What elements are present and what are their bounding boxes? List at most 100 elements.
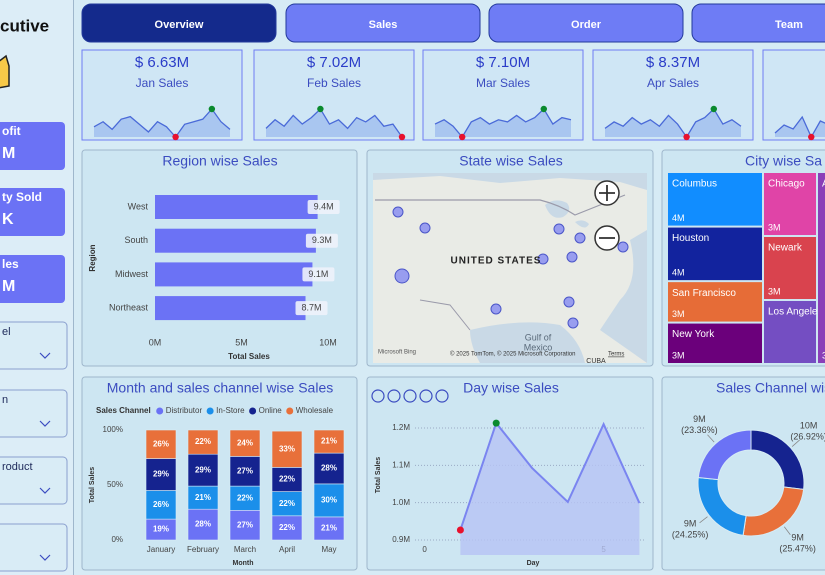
data-label: 9.1M [308,269,328,279]
panel [81,149,358,367]
location-bubble [566,251,578,263]
treemap-tile [668,282,762,322]
map-provider: Microsoft Bing [378,350,416,356]
tab[interactable] [81,3,277,43]
x-tick-label: April [279,545,295,554]
kpi-label: Apr Sales [647,76,699,90]
country-label: UNITED STATES [451,256,542,267]
data-label: 26% [153,439,169,448]
gulf-label: Mexico [524,342,553,352]
y-tick-label: 1.1M [392,460,410,469]
legend-title: Sales Channel [96,406,151,415]
location-bubble [392,206,404,218]
panel-title: Day wise Sales [463,380,559,396]
zoom-icon [599,185,615,201]
slicer[interactable] [0,523,68,572]
y-tick-label: South [124,235,148,245]
slicer[interactable] [0,389,68,438]
border [375,194,626,216]
slicer[interactable] [0,456,68,505]
panel-title: Region wise Sales [162,153,277,169]
data-label: 28% [321,464,337,473]
sparkline-area [94,109,230,137]
treemap-tile [764,301,816,363]
tab[interactable] [285,3,481,43]
line-area [460,423,640,555]
playback-button[interactable] [371,389,385,403]
slicer-label: roduct [2,461,33,473]
x-tick-label: March [234,545,256,554]
tab[interactable] [691,3,825,43]
bar [155,195,318,219]
dropdown-chevron [39,487,51,494]
playback-button[interactable] [387,389,401,403]
sparkline-area [266,109,402,137]
panel-title: Sales Channel wis [716,380,825,396]
bar [155,228,316,253]
sparkline [604,107,742,139]
bar-segment [229,429,261,457]
data-label: 24% [237,438,253,447]
amount-label: 9M [684,519,697,529]
sidebar-title: cutive [0,16,49,35]
donut-slice [697,429,752,481]
sparkline-min [808,133,815,141]
kpi-value: $ 8.37M [646,54,700,71]
tab[interactable] [488,3,684,43]
kpi-card-label: les [2,257,19,271]
kpi-card [0,255,65,303]
tile-name: A [822,179,825,190]
y-axis-label: Total Sales [375,457,382,494]
sparkline [774,115,825,139]
bar-segment [145,490,177,520]
legend-label: Wholesale [296,406,334,415]
x-tick-label: 10M [319,337,337,347]
bar-segment [271,430,303,468]
bar-segment [313,483,345,518]
legend-swatch [206,407,214,415]
legend-swatch [156,407,164,415]
y-tick-label: Northeast [109,302,149,312]
slicer-label: el [2,326,11,338]
x-tick-label: May [321,545,336,554]
data-label: 21% [321,437,337,446]
data-label: 27% [237,466,253,475]
treemap-tile [668,173,762,226]
sparkline-min [683,133,690,141]
sparkline-min [172,133,179,141]
bar-segment [271,467,303,492]
tab-label: Order [571,19,602,31]
tile-name: Los Angeles [768,307,823,318]
map-terms[interactable]: Terms [608,352,624,358]
kpi-label: Mar Sales [476,76,530,90]
kpi-card-label: ofit [2,124,21,138]
data-label: 27% [237,520,253,529]
location-bubble [563,296,575,308]
dropdown-chevron [39,352,51,359]
data-label: 8.7M [302,302,322,312]
panel-title: Month and sales channel wise Sales [107,380,333,396]
sparkline-area [775,117,825,137]
ocean-east [600,230,647,363]
playback-button[interactable] [435,389,449,403]
playback-button[interactable] [419,389,433,403]
location-bubble [419,222,431,234]
tile-value: 3M [768,222,781,232]
playback-button[interactable] [403,389,417,403]
slicer[interactable] [0,321,68,370]
data-label: (23.36%) [681,425,718,435]
tab-label: Overview [155,19,204,31]
data-label: (24.25%) [672,530,709,540]
gulf-water [470,322,585,363]
kpi-tile [762,49,825,141]
tile-name: Houston [672,233,709,244]
data-label-box [295,301,328,316]
legend-label: In-Store [216,406,245,415]
data-label: 30% [321,496,337,505]
tile-value: 4M [672,213,685,223]
data-label: 21% [195,493,211,502]
bar-segment [145,429,177,459]
treemap-tile [668,323,762,363]
tile-name: New York [672,329,715,340]
